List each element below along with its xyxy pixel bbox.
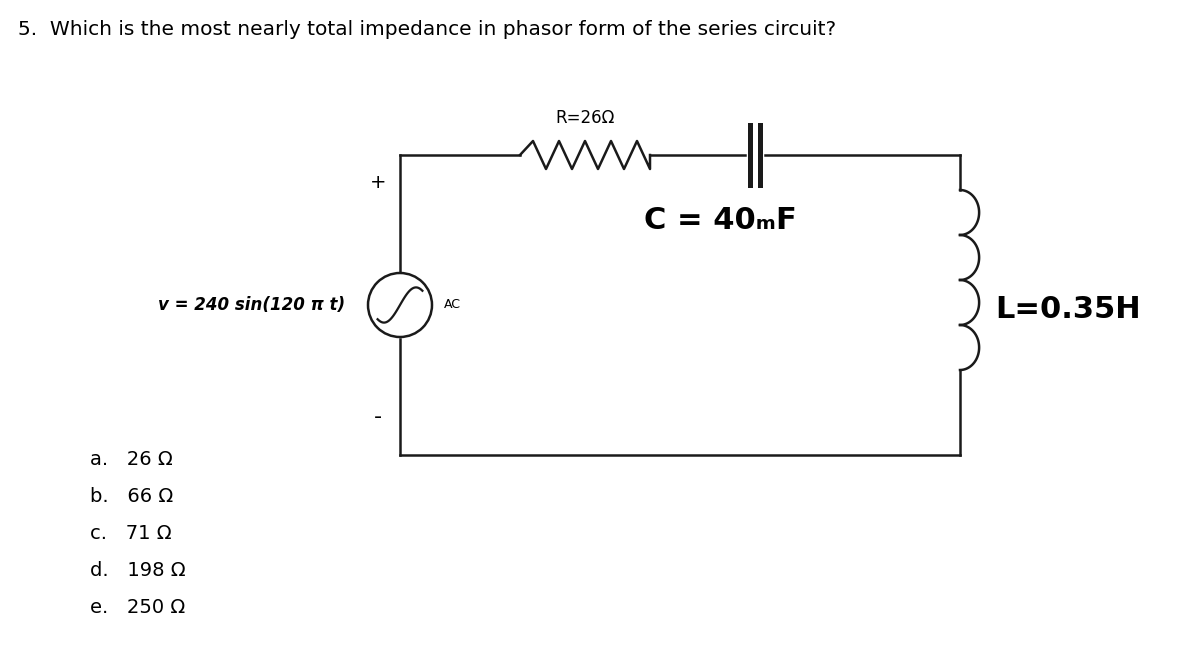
Text: R=26Ω: R=26Ω (556, 109, 614, 127)
Text: 5.  Which is the most nearly total impedance in phasor form of the series circui: 5. Which is the most nearly total impeda… (18, 20, 836, 39)
Text: e.   250 Ω: e. 250 Ω (90, 598, 185, 617)
Text: AC: AC (444, 299, 461, 312)
Text: L=0.35H: L=0.35H (995, 295, 1141, 324)
Text: b.   66 Ω: b. 66 Ω (90, 487, 173, 506)
Text: d.   198 Ω: d. 198 Ω (90, 561, 186, 580)
Text: a.   26 Ω: a. 26 Ω (90, 450, 173, 469)
Text: -: - (374, 407, 382, 427)
Text: +: + (370, 174, 386, 193)
Text: c.   71 Ω: c. 71 Ω (90, 524, 172, 543)
Text: C = 40ₘF: C = 40ₘF (643, 206, 797, 234)
Text: v = 240 sin(120 π t): v = 240 sin(120 π t) (158, 296, 346, 314)
